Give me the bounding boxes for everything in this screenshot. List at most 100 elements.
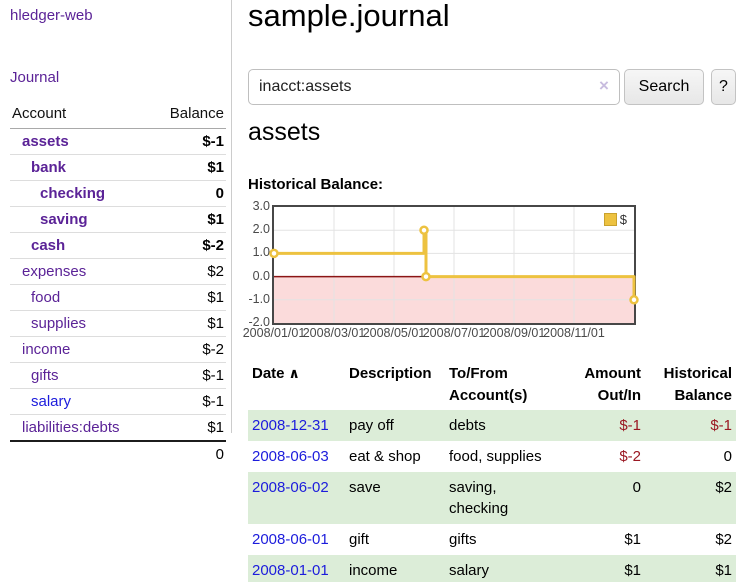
account-balance: $1 <box>151 284 226 311</box>
account-heading: assets <box>248 118 321 146</box>
account-balance: $1 <box>151 206 226 233</box>
transaction-accounts: food, supplies <box>449 447 542 465</box>
account-row: cash $-2 <box>10 232 226 259</box>
app-brand-link[interactable]: hledger-web <box>10 7 93 24</box>
y-tick-label: 2.0 <box>252 222 270 237</box>
transaction-date-link[interactable]: 2008-06-01 <box>252 530 329 548</box>
account-row: supplies $1 <box>10 310 226 337</box>
y-tick-label: -1.0 <box>248 291 270 306</box>
search-button[interactable]: Search <box>624 69 704 105</box>
account-link[interactable]: cash <box>31 237 66 254</box>
sidebar-item-journal[interactable]: Journal <box>10 69 60 86</box>
transaction-description: pay off <box>349 416 394 434</box>
y-tick-label: -2.0 <box>248 315 270 329</box>
account-balance: $2 <box>151 258 226 285</box>
account-row: saving $1 <box>10 206 226 233</box>
transaction-accounts: gifts <box>449 530 477 548</box>
register-row: 2008-06-01 gift gifts $1 $2 <box>248 524 736 555</box>
page-title: sample.journal <box>248 0 450 33</box>
transaction-date-link[interactable]: 2008-06-02 <box>252 478 329 496</box>
account-link[interactable]: income <box>22 341 71 358</box>
register-header-row: Date ∧ Description To/From Account(s) Amo… <box>248 360 736 410</box>
account-row: food $1 <box>10 284 226 311</box>
account-row: checking 0 <box>10 180 226 207</box>
account-row: bank $1 <box>10 154 226 181</box>
sort-asc-icon: ∧ <box>288 365 300 381</box>
register-header-balance: Historical Balance <box>663 365 732 404</box>
register-header-description: Description <box>349 365 432 382</box>
y-tick-label: 3.0 <box>252 199 270 213</box>
x-tick-label: 2008/09/01 <box>482 326 546 340</box>
register-table: Date ∧ Description To/From Account(s) Amo… <box>248 360 736 582</box>
main-panel: sample.journal × Search ? assets Histori… <box>243 0 742 582</box>
transaction-description: eat & shop <box>349 447 421 465</box>
register-header-accounts: To/From Account(s) <box>449 365 528 404</box>
account-balance: $1 <box>151 154 226 181</box>
account-row: income $-2 <box>10 336 226 363</box>
search-input[interactable] <box>248 69 620 105</box>
transaction-balance: $1 <box>715 561 732 579</box>
transaction-accounts: debts <box>449 416 486 434</box>
transaction-date-link[interactable]: 2008-06-03 <box>252 447 329 465</box>
account-link[interactable]: assets <box>22 133 69 150</box>
y-tick-label: 0.0 <box>252 268 270 283</box>
transaction-description: income <box>349 561 398 579</box>
transaction-date-link[interactable]: 2008-01-01 <box>252 561 329 579</box>
legend-label: $ <box>619 212 627 227</box>
transaction-balance: 0 <box>723 447 732 465</box>
transaction-description: gift <box>349 530 370 548</box>
transaction-accounts: saving, checking <box>449 478 509 517</box>
x-tick-label: 2008/01/01 <box>242 326 306 340</box>
chart-plot: $ <box>269 205 639 325</box>
accounts-table: Account Balance assets $-1 bank $1 checking 0… <box>10 101 226 467</box>
transaction-balance: $2 <box>715 530 732 548</box>
account-balance: $-1 <box>151 388 226 415</box>
sidebar: hledger-web Journal Account Balance asse… <box>0 0 232 467</box>
account-balance: $-1 <box>202 133 224 150</box>
account-row: liabilities:debts $1 <box>10 414 226 441</box>
account-balance: $-1 <box>151 362 226 389</box>
account-link[interactable]: gifts <box>31 367 59 384</box>
account-link[interactable]: expenses <box>22 263 87 280</box>
transaction-amount: $1 <box>624 561 641 579</box>
account-balance: 0 <box>151 180 226 207</box>
account-link[interactable]: checking <box>40 185 106 202</box>
accounts-total-row: 0 <box>10 440 226 467</box>
account-link[interactable]: liabilities:debts <box>22 419 120 436</box>
transaction-balance: $-1 <box>710 416 732 434</box>
register-row: 2008-06-02 save saving, checking 0 $2 <box>248 471 736 524</box>
account-row: expenses $2 <box>10 258 226 285</box>
account-link[interactable]: food <box>31 289 61 306</box>
x-tick-label: 2008/03/01 <box>302 326 366 340</box>
register-row: 2008-06-03 eat & shop food, supplies $-2 0 <box>248 441 736 472</box>
register-header-amount: Amount Out/In <box>584 365 641 404</box>
account-link[interactable]: salary <box>31 393 72 410</box>
register-row: 2008-12-31 pay off debts $-1 $-1 <box>248 409 736 441</box>
x-tick-label: 2008/11/01 <box>543 326 605 340</box>
account-link[interactable]: supplies <box>31 315 87 332</box>
transaction-accounts: salary <box>449 561 490 579</box>
accounts-body: assets $-1 bank $1 checking 0 saving $1 cash $-2 e… <box>10 129 226 441</box>
register-body: 2008-12-31 pay off debts $-1 $-1 2008-06-03 ea… <box>248 409 736 582</box>
account-link[interactable]: bank <box>31 159 67 176</box>
account-balance: $1 <box>151 414 226 441</box>
register-header-date[interactable]: Date ∧ <box>252 365 300 382</box>
accounts-total-spacer <box>10 440 152 467</box>
chart-title: Historical Balance: <box>248 176 384 193</box>
accounts-total-value: 0 <box>151 440 226 467</box>
account-row: salary $-1 <box>10 388 226 415</box>
help-button[interactable]: ? <box>711 69 736 105</box>
transaction-amount: 0 <box>632 478 641 496</box>
accounts-header-row: Account Balance <box>10 101 226 129</box>
account-balance: $-2 <box>151 336 226 363</box>
chart-legend: $ <box>601 211 629 228</box>
clear-search-icon[interactable]: × <box>599 76 609 95</box>
account-link[interactable]: saving <box>40 211 88 228</box>
legend-swatch-icon <box>603 213 617 226</box>
search-form: × Search ? <box>248 69 742 105</box>
accounts-header-balance: Balance <box>151 101 226 129</box>
x-tick-label: 2008/07/01 <box>422 326 486 340</box>
transaction-amount: $1 <box>624 530 641 548</box>
transaction-date-link[interactable]: 2008-12-31 <box>252 416 329 434</box>
